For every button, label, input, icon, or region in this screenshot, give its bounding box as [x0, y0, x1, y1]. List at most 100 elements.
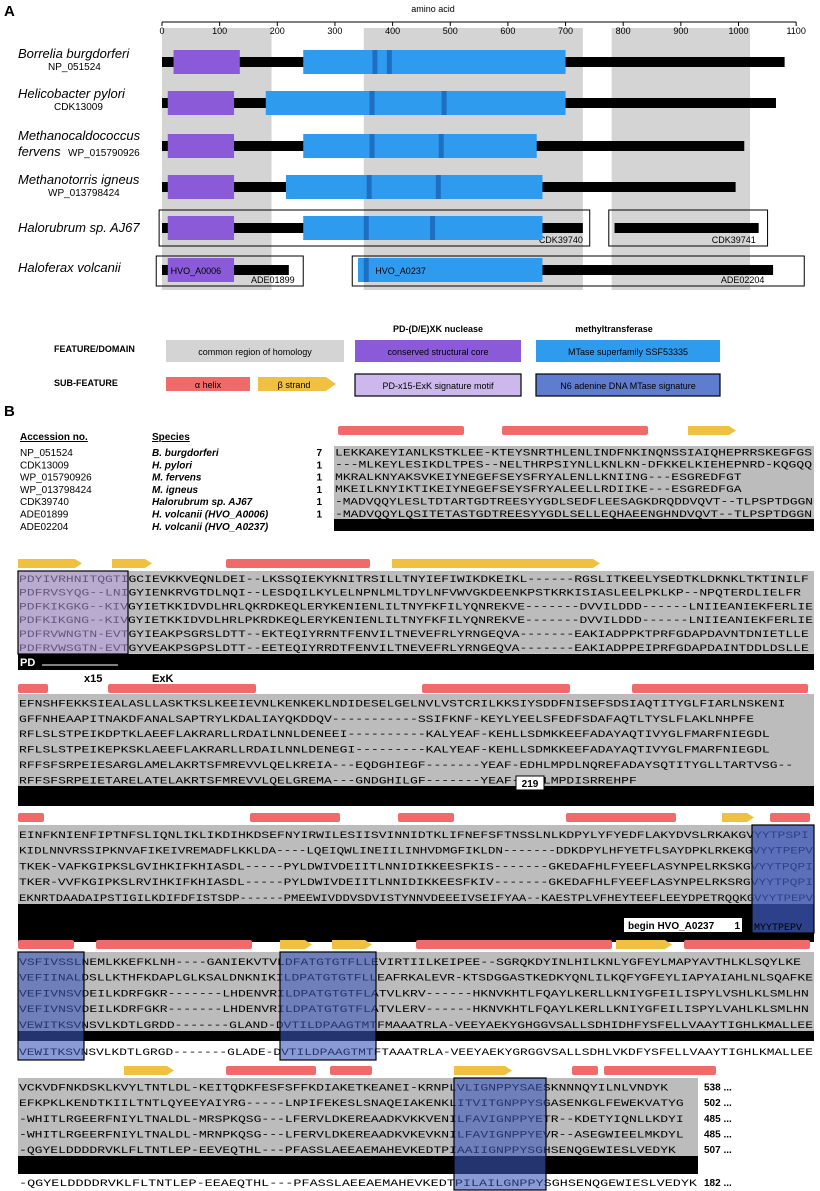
sequence-alignment: LEKKAKEYIANLKSTKLEE-KTEYSNRTHLENLINDFNKI… — [17, 426, 815, 1191]
helix-mark — [108, 684, 256, 693]
block2-row-3: PDFKIKGNG--KIVGYIETKKIDVDLHRLPKRDKEQLERY… — [19, 616, 813, 627]
n6-signature-mark — [366, 175, 372, 199]
col-accession: Accession no. — [20, 432, 88, 443]
protein-rows: CDK39740 CDK39741 ADE01899 ADE02204 HVO_A000… — [155, 50, 805, 287]
block1-row-5: -MADVQQYLQSITETASTGDTREESYYGDLSELLEQHAEE… — [335, 510, 812, 521]
block2-motif-box — [17, 570, 129, 655]
helix-mark — [338, 426, 464, 435]
axis-tick-label-11: 1100 — [786, 26, 805, 36]
species-label-2: Methanocaldococcus — [18, 128, 141, 143]
legend-swatch-homology — [166, 340, 344, 362]
block6-row-2: -WHITLRGEERFNIYLTNALDL-MRSPKQSG---LFERVL… — [19, 1115, 684, 1126]
col-species: Species — [152, 432, 190, 443]
homology-region-2 — [611, 28, 751, 290]
helix-mark — [770, 813, 810, 822]
block1-row-1: ---MLKEYLESIKDLTPES--NELTHRPSIYNLLKNLKN-… — [335, 461, 812, 472]
axis-title: amino acid — [411, 4, 455, 14]
strand-mark — [280, 940, 312, 949]
block3-row-1: GFFNHEAAPITNAKDFANALSAPTRYLKDALIAYQKDDQV… — [19, 715, 754, 726]
legend-col-nuclease: PD-(D/E)XK nuclease — [393, 324, 483, 334]
entry-accession-5: ADE01899 — [20, 510, 69, 521]
alignment-block-2: PDYIVRHNITQGTIGCIEVKKVEQNLDEI--LKSSQIEKY… — [17, 559, 814, 685]
block1-row-0: LEKKAKEYIANLKSTKLEE-KTEYSNRTHLENLINDFNKI… — [335, 448, 812, 459]
block5-row-2: VEFIVNSVDEILKDRFGKR-------LHDENVRILDPATG… — [19, 989, 809, 1000]
block1-row-3: MKEILKNYIKTIKEIYNEGEFSEYSFRYALEELLRDIIKE… — [335, 485, 742, 496]
row-labels: Borrelia burgdorferi NP_051524 Helicobac… — [18, 46, 141, 275]
helix-mark — [502, 426, 648, 435]
block4-row-3: TKER-VVFKGIPKSLRVIHKIFKHIASDL-----PYLDWI… — [19, 878, 813, 889]
strand-mark — [454, 1066, 512, 1075]
entry-accession-4: CDK39740 — [20, 497, 69, 508]
block1-bg — [334, 446, 814, 520]
hvo-box-1 — [155, 255, 304, 287]
amino-acid-axis: 0 100 200 300 400 500 600 700 800 900 1000 1100 — [159, 21, 806, 36]
alignment-block-5: VSFIVSSLNEMLKKEFKLNH----GANIEKVTVLDFATGT… — [17, 940, 814, 1061]
axis-tick-label-8: 800 — [616, 26, 631, 36]
block5-row-0: VSFIVSSLNEMLKKEFKLNH----GANIEKVTVLDFATGT… — [19, 958, 801, 969]
block1-black-bar — [334, 519, 814, 531]
axis-tick-label-6: 600 — [500, 26, 515, 36]
core-domain — [173, 50, 240, 74]
protein-bar-2 — [358, 265, 774, 275]
accession-box-label-2: CDK39741 — [712, 235, 756, 245]
n6-signature-mark — [441, 91, 447, 115]
protein-row-1 — [162, 91, 776, 115]
axis-tick-label-7: 700 — [558, 26, 573, 36]
core-domain — [167, 134, 235, 158]
block6-end-5: 182 ... — [704, 1178, 732, 1189]
block4-begin-num: 1 — [734, 921, 740, 932]
strand-mark — [332, 940, 372, 949]
helix-mark — [96, 940, 252, 949]
species-label-5: Haloferax volcanii — [18, 260, 122, 275]
accession-list: NP_051524 B. burgdorferi 7 CDK13009 H. pylor… — [20, 448, 322, 533]
helix-mark — [604, 1066, 716, 1075]
mtase-domain — [265, 91, 566, 115]
block5-black-bar — [18, 1031, 814, 1041]
legend-text-helix: α helix — [195, 380, 222, 390]
motif-x15-label: x15 — [84, 673, 102, 685]
entry-start-1: 1 — [316, 460, 322, 471]
entry-species-4: Halorubrum sp. AJ67 — [152, 497, 253, 508]
n6-signature-mark — [372, 50, 378, 74]
block3-row-5: RFFSFSRPEIETARELATELAKRTSFMREVVLQELGREMA… — [19, 776, 637, 787]
block4-n6-box — [751, 824, 815, 934]
entry-start-4: 1 — [316, 497, 322, 508]
domain-label-2: HVO_A0237 — [375, 266, 426, 276]
entry-accession-0: NP_051524 — [20, 448, 73, 459]
core-domain — [167, 216, 235, 240]
axis-tick-label-2: 200 — [270, 26, 285, 36]
helix-mark — [632, 684, 808, 693]
block6-last-row: -QGYELDDDDRVKLFLTNTLEP-EEAEQTHL---PFASSL… — [19, 1179, 697, 1190]
block4-begin-box — [624, 918, 742, 932]
legend-text-strand: β strand — [278, 380, 311, 390]
block5-row-4: VEWITKSVNSVLKDTLGRDD-------GLAND-DVTILDP… — [19, 1021, 813, 1032]
block6-row-3: -WHITLRGEERFNIYLTNALDL-MRNPKQSG---LFERVL… — [19, 1130, 684, 1141]
block5-row-1: VEFIINALDSLLKTHFKDAPLGLKSALDNKNIKILDPATG… — [19, 974, 813, 985]
species-label-2b: fervens — [18, 144, 61, 159]
block4-bg — [18, 825, 814, 904]
hvo-box-2 — [351, 255, 805, 287]
block3-row-4: RFFSFSRPEIESARGLAMELAKRTSFMREVVLQELKREIA… — [19, 761, 793, 772]
strand-mark — [112, 559, 152, 568]
protein-bar-2 — [614, 223, 759, 233]
block5-n6-box-1 — [17, 951, 85, 1061]
block6-row-0: VCKVDFNKDSKLKVYLTNTLDL-KEITQDKFESFSFFKDI… — [19, 1084, 668, 1095]
helix-mark — [416, 940, 612, 949]
legend-row-feature: FEATURE/DOMAIN — [54, 344, 135, 354]
helix-mark — [572, 1066, 598, 1075]
accession-box-label-2: ADE02204 — [721, 275, 765, 285]
core-domain — [167, 91, 235, 115]
legend-swatch-core — [355, 340, 521, 362]
n6-signature-mark — [435, 175, 441, 199]
panel-b-label: B — [4, 403, 15, 420]
accession-label-1: CDK13009 — [54, 102, 103, 113]
block6-row-4: -QGYELDDDDRVKLFLTNTLEP-EEVEQTHL---PFASSL… — [19, 1146, 676, 1157]
block4-row-2: TKEK-VAFKGIPKSLGVIHKIFKHIASDL-----PYLDWI… — [19, 862, 813, 873]
block3-black-bar — [18, 786, 814, 806]
entry-species-5: H. volcanii (HVO_A0006) — [152, 510, 269, 521]
domain-label-1: HVO_A0006 — [171, 266, 222, 276]
axis-tick-label-9: 900 — [673, 26, 688, 36]
legend-text-homology: common region of homology — [198, 347, 312, 357]
block3-row-0: EFNSHFEKKSIEALASLLASKTKSLKEEIEVNLKENKEKL… — [19, 699, 785, 710]
block3-row-3: RFLSLSTPEIKEPKSKLAEEFLAKRARLLRDAILNNLDEN… — [19, 746, 770, 757]
